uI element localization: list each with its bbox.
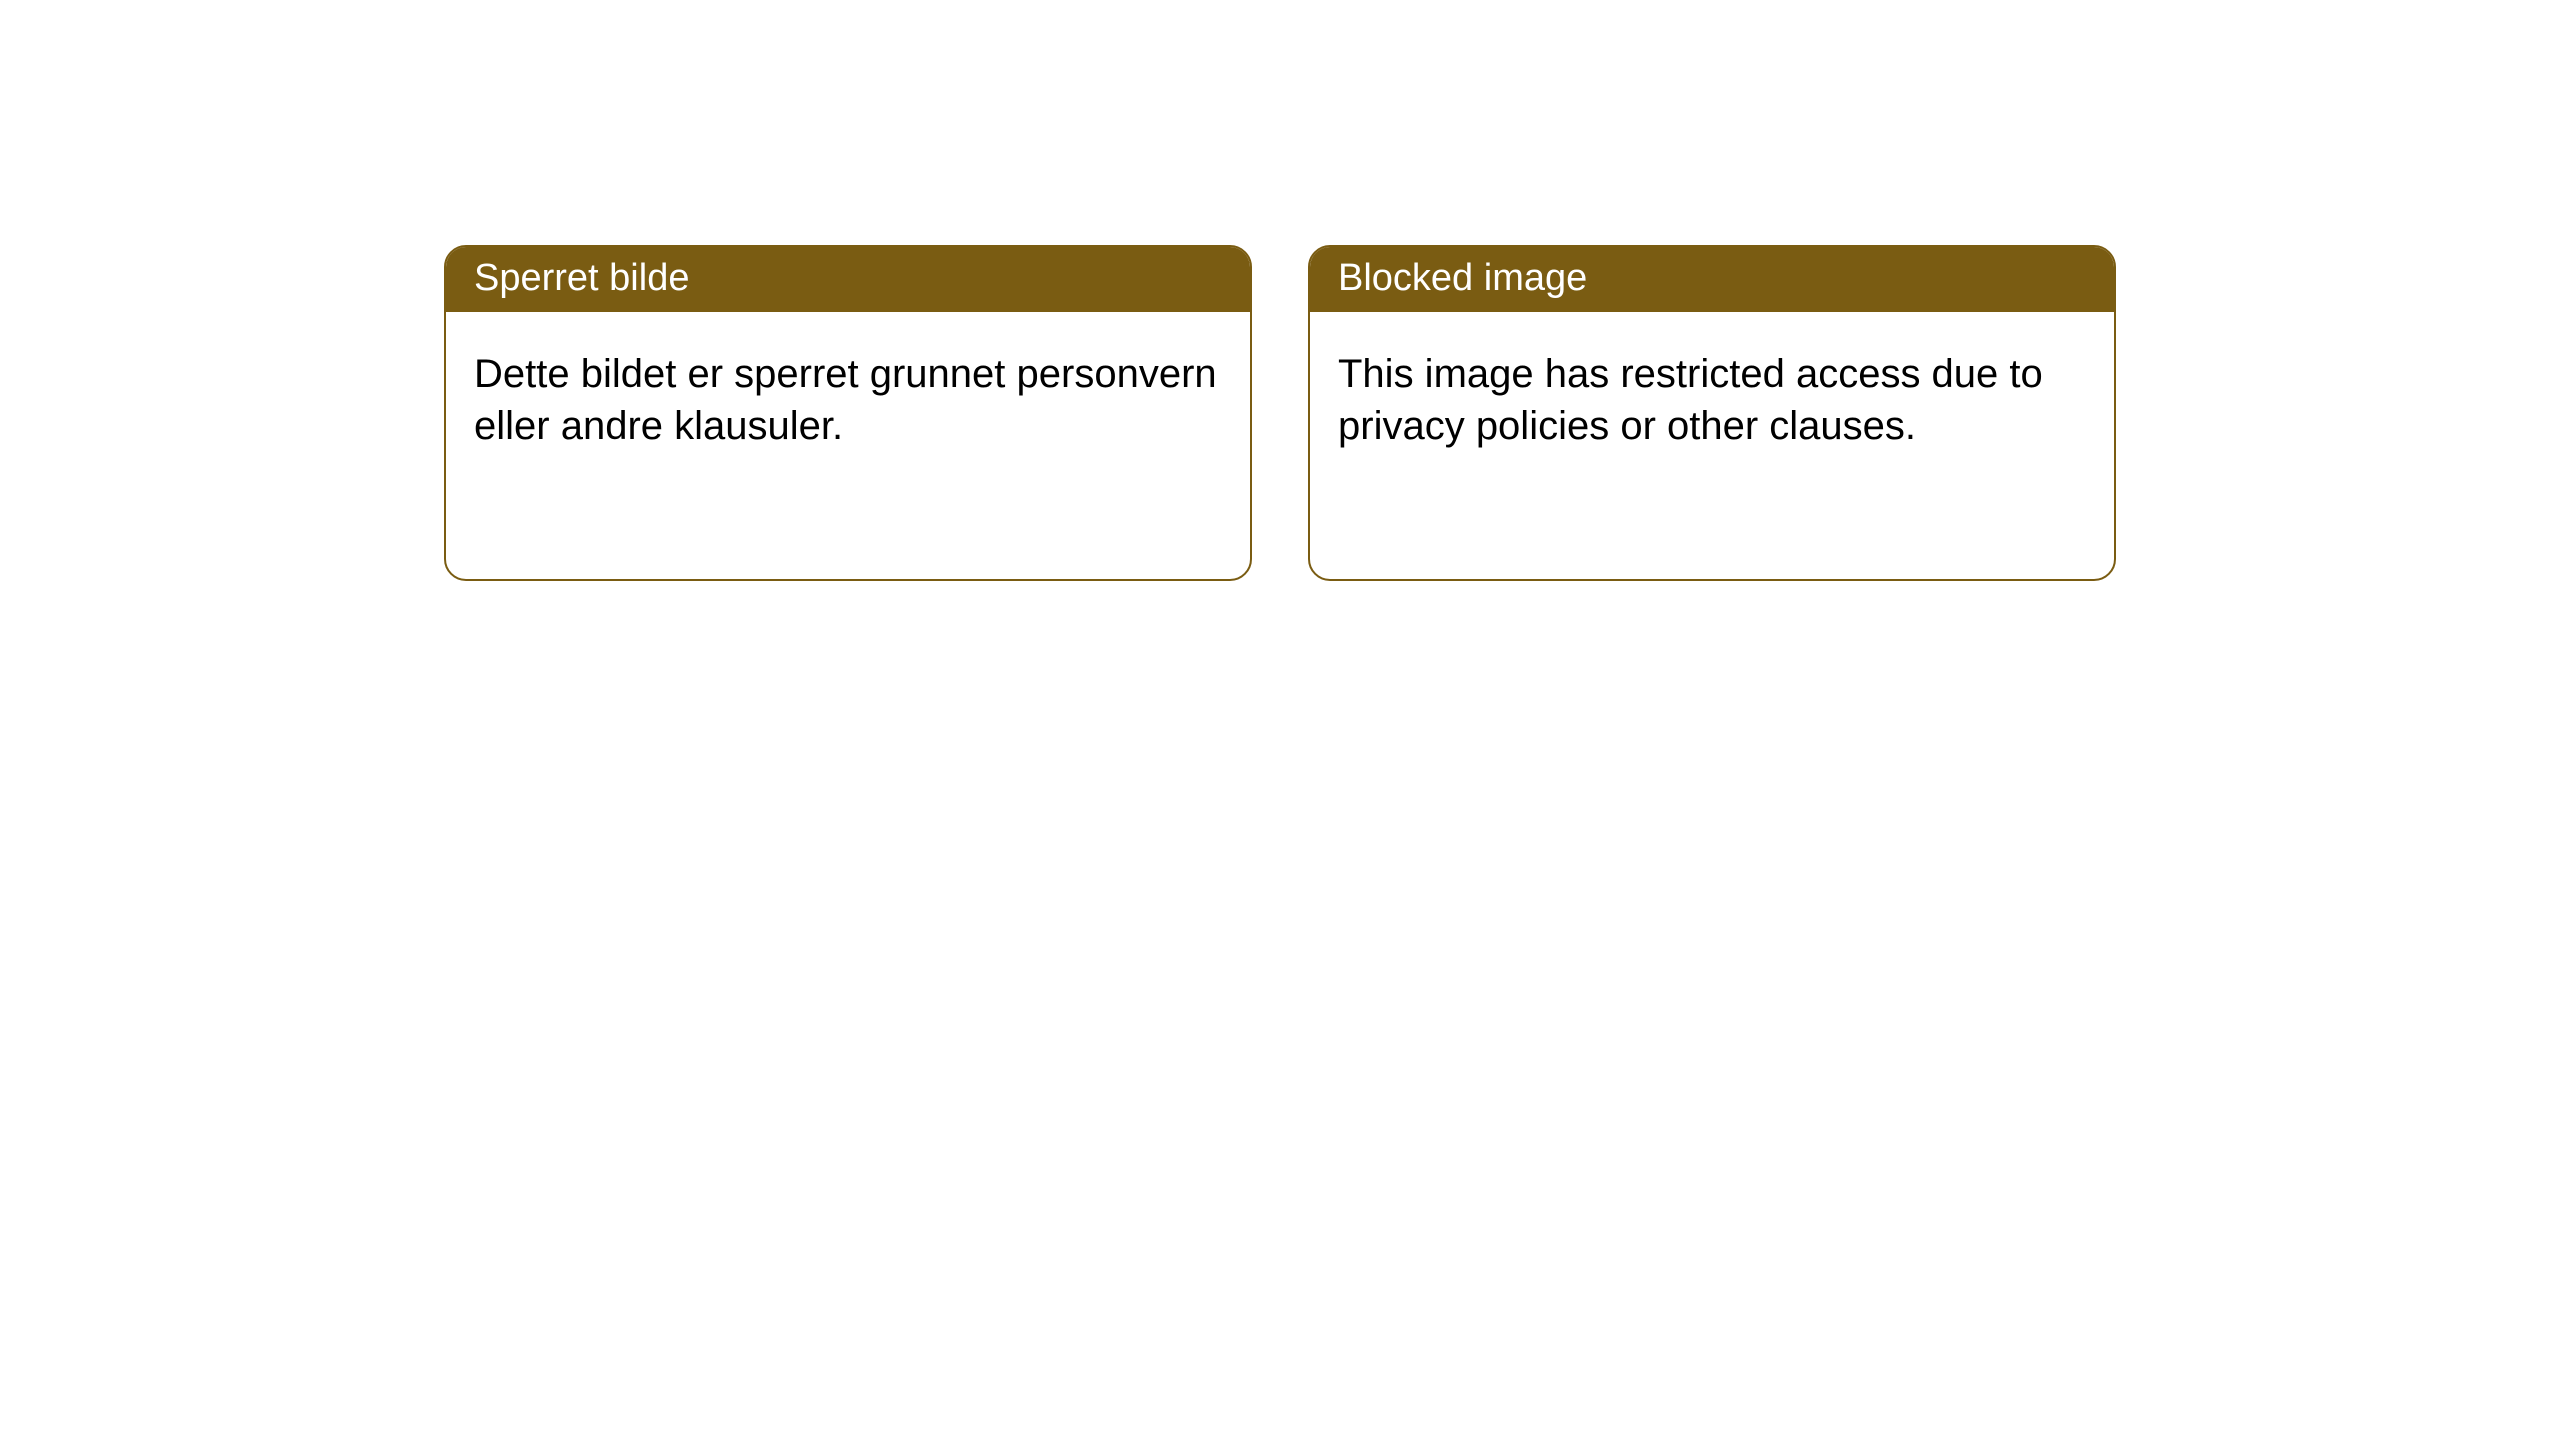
notice-card-norwegian: Sperret bilde Dette bildet er sperret gr… [444, 245, 1252, 581]
card-header: Blocked image [1310, 247, 2114, 312]
card-title: Sperret bilde [474, 257, 689, 299]
card-body: This image has restricted access due to … [1310, 312, 2114, 472]
card-body: Dette bildet er sperret grunnet personve… [446, 312, 1250, 472]
card-title: Blocked image [1338, 257, 1587, 299]
card-body-text: Dette bildet er sperret grunnet personve… [474, 352, 1217, 448]
card-header: Sperret bilde [446, 247, 1250, 312]
notice-container: Sperret bilde Dette bildet er sperret gr… [0, 0, 2560, 581]
notice-card-english: Blocked image This image has restricted … [1308, 245, 2116, 581]
card-body-text: This image has restricted access due to … [1338, 352, 2043, 448]
